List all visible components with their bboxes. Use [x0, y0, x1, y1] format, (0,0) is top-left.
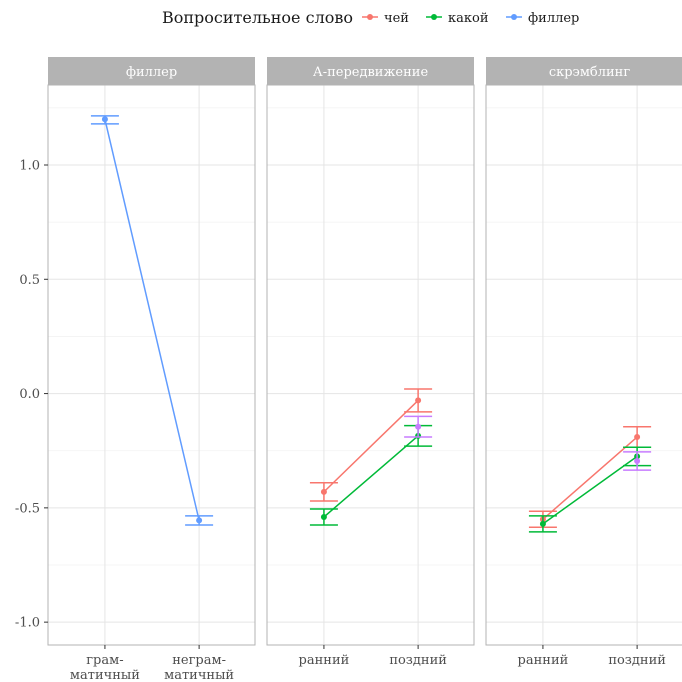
y-axis: 1.0 0.5 0.0 -0.5 -1.0: [15, 159, 48, 631]
panel-border: [485, 84, 682, 646]
series-line: [104, 119, 200, 521]
y-tick-label: -1.0: [15, 616, 40, 631]
facet-label: А-передвижение: [313, 65, 429, 80]
error-bar: [309, 481, 338, 502]
error-bar: [404, 388, 433, 413]
error-bar: [90, 115, 119, 125]
x-tick-label: матичный: [164, 668, 234, 682]
data-series: [101, 116, 203, 524]
y-tick-label: 0.0: [19, 387, 40, 402]
x-tick-label: грам-: [86, 653, 123, 668]
facet-label: филлер: [126, 65, 177, 80]
error-bar: [528, 515, 557, 533]
legend-title: Вопросительное слово: [162, 8, 353, 27]
x-tick-label: поздний: [608, 653, 666, 668]
facet-panels: филлерграм-матичныйнеграм-матичныйА-пере…: [47, 57, 682, 682]
legend-key-point: [511, 14, 517, 20]
legend-label: чей: [384, 11, 409, 26]
y-tick-label: -0.5: [15, 501, 40, 516]
data-point: [634, 458, 641, 464]
x-tick-label: поздний: [389, 653, 447, 668]
facet-panel: скрэмблинг ранний поздний: [485, 57, 682, 668]
series-line: [323, 435, 419, 518]
x-tick-label: ранний: [299, 653, 350, 668]
series-line: [542, 436, 638, 520]
error-bar: [185, 515, 214, 526]
series-line: [323, 399, 419, 493]
legend-key-point: [367, 14, 373, 20]
facet-strip: [486, 57, 682, 85]
error-bar: [623, 425, 652, 449]
facet-strip: [267, 57, 474, 85]
panel-border: [47, 84, 256, 646]
legend-item: чей: [362, 11, 409, 26]
series-line: [542, 455, 638, 525]
x-tick-label: ранний: [518, 653, 569, 668]
legend-key-point: [431, 14, 437, 20]
y-tick-label: 1.0: [19, 159, 40, 174]
legend: Вопросительное слово чей какой филлер: [162, 8, 579, 27]
facet-label: скрэмблинг: [549, 65, 631, 80]
legend-label: какой: [448, 11, 489, 26]
facet-panel: А-передвижение ранний поздний: [266, 57, 475, 668]
y-tick-label: 0.5: [19, 273, 40, 288]
x-tick-label: матичный: [70, 668, 140, 682]
panel-border: [266, 84, 475, 646]
legend-item: какой: [426, 11, 489, 26]
facet-strip: [48, 57, 255, 85]
data-point: [415, 423, 422, 430]
x-tick-label: неграм-: [172, 653, 226, 668]
legend-label: филлер: [528, 11, 579, 26]
error-bar: [309, 508, 338, 526]
legend-item: филлер: [506, 11, 579, 26]
